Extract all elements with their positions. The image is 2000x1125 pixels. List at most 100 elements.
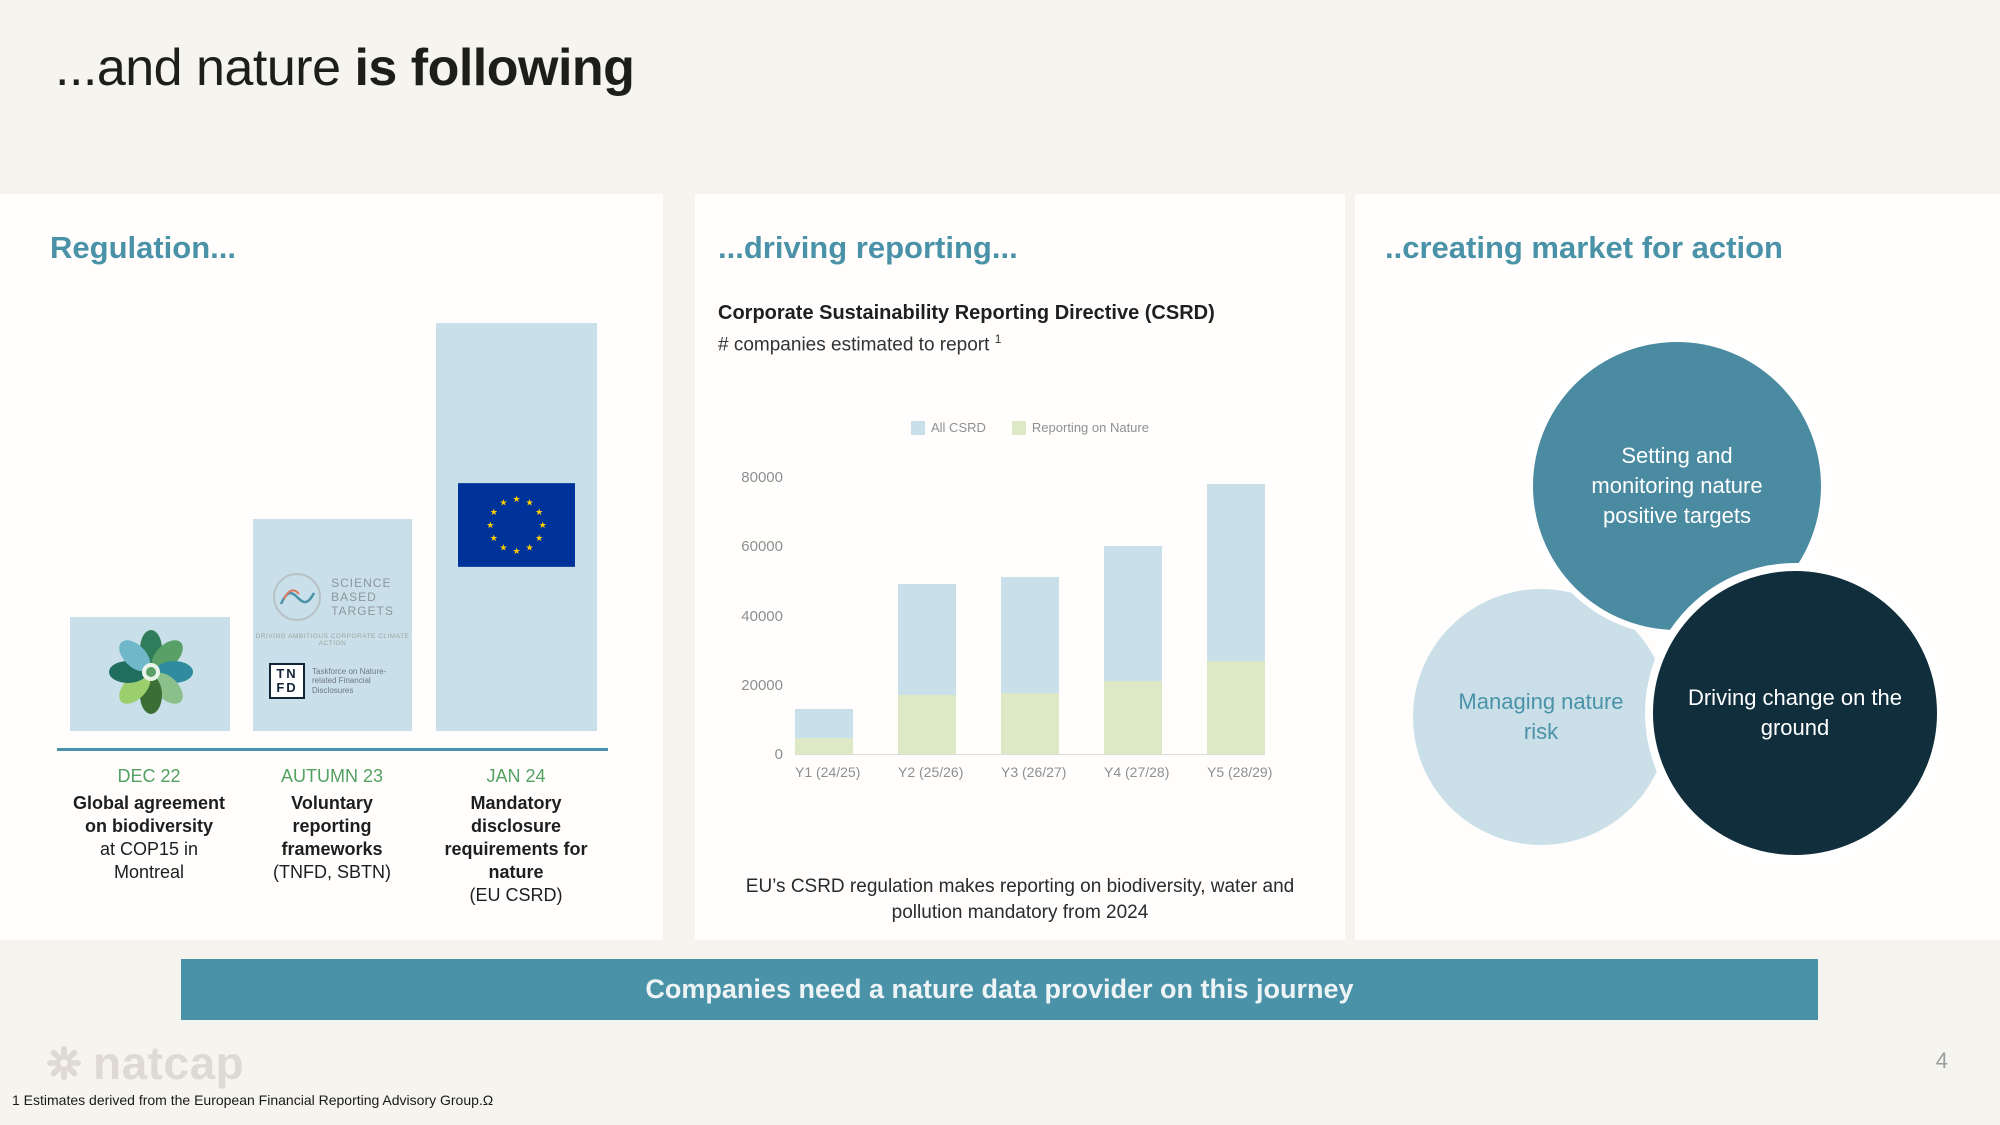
market-panel: ..creating market for action Managing na… <box>1355 194 2000 940</box>
bar-group <box>795 709 853 754</box>
tnfd-letters-box: TN FD <box>269 663 305 699</box>
svg-text:★: ★ <box>535 533 543 543</box>
bar-reporting-on-nature <box>795 738 853 754</box>
milestone-detail: at COP15 in Montreal <box>99 839 199 883</box>
y-tick-label: 0 <box>774 746 783 763</box>
banner-text: Companies need a nature data provider on… <box>645 974 1354 1004</box>
legend-item: All CSRD <box>911 420 986 435</box>
svg-text:★: ★ <box>490 533 498 543</box>
bar-group <box>898 584 956 754</box>
tnfd-letters-bottom: FD <box>276 680 298 695</box>
svg-text:★: ★ <box>539 520 547 530</box>
y-tick-label: 80000 <box>741 469 783 486</box>
chart-caption: EU’s CSRD regulation makes reporting on … <box>745 876 1295 923</box>
bar-reporting-on-nature <box>898 695 956 754</box>
tnfd-logo: TN FD Taskforce on Nature-related Financ… <box>253 663 412 699</box>
circle-label: Driving change on the ground <box>1687 685 1902 740</box>
y-tick-label: 60000 <box>741 538 783 556</box>
milestone-detail: (TNFD, SBTN) <box>273 862 391 883</box>
bar-all-csrd <box>1104 546 1162 754</box>
circle-driving-change: Driving change on the ground <box>1645 563 1945 863</box>
milestone-label-cop15: DEC 22 Global agreement on biodiversity … <box>71 766 227 884</box>
x-tick-label: Y5 (28/29) <box>1207 764 1273 780</box>
legend-label: All CSRD <box>931 420 986 435</box>
csrd-bars <box>795 477 1265 755</box>
svg-text:★: ★ <box>499 543 507 553</box>
svg-text:★: ★ <box>526 543 534 553</box>
milestone-date: DEC 22 <box>117 766 181 786</box>
milestone-bar-cop15 <box>70 617 230 731</box>
eu-flag: ★ ★ ★ ★ ★ ★ ★ ★ ★ ★ ★ ★ <box>458 483 575 567</box>
bar-group <box>1207 483 1265 754</box>
legend-item: Reporting on Nature <box>1011 420 1149 435</box>
timeline-line <box>57 748 608 751</box>
market-heading: ..creating market for action <box>1385 230 1783 265</box>
svg-text:★: ★ <box>535 507 543 517</box>
csrd-yaxis: 0 20000 40000 60000 80000 <box>695 469 783 763</box>
svg-text:★: ★ <box>526 497 534 507</box>
milestone-bar-frameworks: SCIENCE BASED TARGETS DRIVING AMBITIOUS … <box>253 519 412 731</box>
circle-managing-nature-risk: Managing nature risk <box>1413 589 1669 845</box>
bar-all-csrd <box>898 584 956 754</box>
csrd-xaxis: Y1 (24/25) Y2 (25/26) Y3 (26/27) Y4 (27/28)… <box>795 764 1273 780</box>
regulation-heading: Regulation... <box>50 230 236 265</box>
sbt-word-line2: BASED <box>331 589 377 604</box>
milestone-bar-eu-csrd: ★ ★ ★ ★ ★ ★ ★ ★ ★ ★ ★ ★ <box>436 323 597 731</box>
milestone-date: JAN 24 <box>486 766 546 786</box>
cop15-biodiversity-logo <box>109 630 193 714</box>
legend-swatch <box>911 420 925 435</box>
bar-reporting-on-nature <box>1001 693 1059 754</box>
csrd-legend: All CSRD Reporting on Nature <box>795 420 1265 435</box>
title-bold-part: is following <box>354 39 635 97</box>
svg-text:★: ★ <box>512 546 520 556</box>
y-tick-label: 20000 <box>741 676 783 694</box>
key-message-banner: Companies need a nature data provider on… <box>181 959 1818 1020</box>
chart-footnote-marker: 1 <box>994 332 1002 346</box>
bar-all-csrd <box>1207 483 1265 754</box>
bar-reporting-on-nature <box>1207 660 1265 754</box>
milestone-title: Mandatory disclosure requirements for na… <box>444 793 588 883</box>
reporting-panel: ...driving reporting... Corporate Sustai… <box>695 194 1345 940</box>
chart-subtitle-text: # companies estimated to report <box>718 334 990 356</box>
milestone-title: Global agreement on biodiversity <box>72 793 226 837</box>
milestone-detail: (EU CSRD) <box>469 885 563 906</box>
reporting-heading: ...driving reporting... <box>718 230 1018 265</box>
bar-all-csrd <box>795 709 853 754</box>
page-title: ...and nature is following <box>55 38 635 98</box>
svg-text:★: ★ <box>490 507 498 517</box>
milestone-label-frameworks: AUTUMN 23 Voluntary reporting frameworks… <box>254 766 410 884</box>
x-tick-label: Y2 (25/26) <box>898 764 964 780</box>
x-tick-label: Y3 (26/27) <box>1001 764 1067 780</box>
bar-all-csrd <box>1001 577 1059 754</box>
chart-title: Corporate Sustainability Reporting Direc… <box>718 302 1215 324</box>
title-regular-part: ...and nature <box>55 39 355 97</box>
natcap-logo: natcap <box>45 1036 244 1090</box>
svg-text:★: ★ <box>499 497 507 507</box>
chart-subtitle: # companies estimated to report 1 <box>718 332 1001 356</box>
footnote: 1 Estimates derived from the European Fi… <box>12 1092 494 1108</box>
sbt-word-line1: SCIENCE <box>331 575 392 590</box>
bar-group <box>1104 546 1162 754</box>
science-based-targets-logo: SCIENCE BASED TARGETS <box>253 571 412 623</box>
page-number: 4 <box>1935 1048 1948 1073</box>
milestone-label-eu-csrd: JAN 24 Mandatory disclosure requirements… <box>438 766 594 907</box>
regulation-panel: Regulation... <box>0 194 663 940</box>
circle-setting-monitoring-targets: Setting and monitoring nature positive t… <box>1527 336 1827 636</box>
legend-label: Reporting on Nature <box>1031 420 1149 435</box>
tnfd-letters-top: TN <box>276 666 298 682</box>
sbt-wordmark: SCIENCE BASED TARGETS <box>331 576 394 618</box>
milestone-title: Voluntary reporting frameworks <box>281 793 383 860</box>
tnfd-caption: Taskforce on Nature-related Financial Di… <box>312 666 387 695</box>
bar-reporting-on-nature <box>1104 681 1162 754</box>
bar-group <box>1001 577 1059 754</box>
natcap-flower-icon <box>46 1045 82 1081</box>
x-tick-label: Y4 (27/28) <box>1104 764 1170 780</box>
x-tick-label: Y1 (24/25) <box>795 764 861 780</box>
sbt-tagline: DRIVING AMBITIOUS CORPORATE CLIMATE ACTI… <box>255 633 410 647</box>
sbt-squiggle-icon <box>273 573 322 621</box>
circle-label: Managing nature risk <box>1458 689 1624 744</box>
sbt-word-line3: TARGETS <box>331 604 394 619</box>
natcap-wordmark: natcap <box>93 1037 245 1089</box>
y-tick-label: 40000 <box>741 607 783 625</box>
circle-label: Setting and monitoring nature positive t… <box>1591 443 1763 528</box>
